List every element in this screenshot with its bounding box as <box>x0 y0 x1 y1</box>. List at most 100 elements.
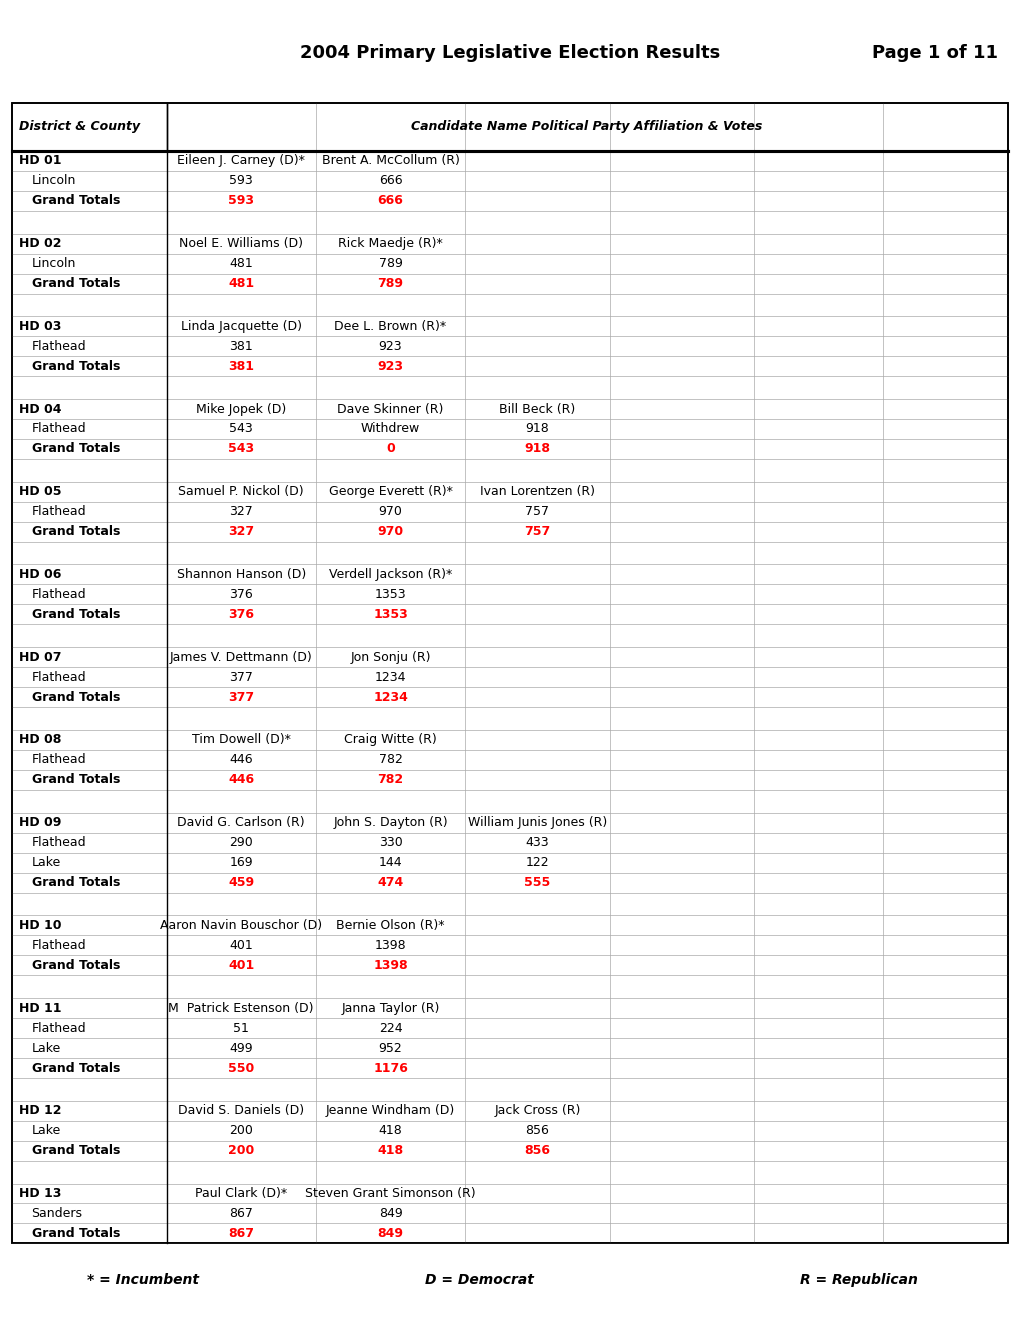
Text: 970: 970 <box>377 525 404 539</box>
Text: 1353: 1353 <box>373 609 408 620</box>
Text: 401: 401 <box>229 939 253 952</box>
Text: Flathead: Flathead <box>32 422 87 436</box>
Text: Paul Clark (D)*: Paul Clark (D)* <box>195 1187 287 1200</box>
Text: David S. Daniels (D): David S. Daniels (D) <box>178 1105 304 1117</box>
Text: D = Democrat: D = Democrat <box>425 1274 533 1287</box>
Text: 1398: 1398 <box>374 939 406 952</box>
Text: M  Patrick Estenson (D): M Patrick Estenson (D) <box>168 1002 314 1015</box>
Text: Brent A. McCollum (R): Brent A. McCollum (R) <box>321 154 459 168</box>
Text: 169: 169 <box>229 857 253 869</box>
Text: 543: 543 <box>228 442 254 455</box>
Text: Rick Maedje (R)*: Rick Maedje (R)* <box>338 238 442 249</box>
Text: 381: 381 <box>228 360 254 372</box>
Text: 789: 789 <box>378 257 403 271</box>
Text: Eileen J. Carney (D)*: Eileen J. Carney (D)* <box>177 154 305 168</box>
Text: 757: 757 <box>524 525 550 539</box>
Text: 1353: 1353 <box>374 587 406 601</box>
Text: 593: 593 <box>229 174 253 187</box>
Text: 418: 418 <box>377 1144 404 1158</box>
Text: 918: 918 <box>524 442 550 455</box>
Text: 789: 789 <box>377 277 404 290</box>
Text: Grand Totals: Grand Totals <box>32 442 120 455</box>
Text: 200: 200 <box>229 1125 253 1138</box>
Text: 666: 666 <box>378 174 401 187</box>
Text: 474: 474 <box>377 876 404 890</box>
Text: 51: 51 <box>233 1022 249 1035</box>
Text: HD 11: HD 11 <box>19 1002 62 1015</box>
Text: 200: 200 <box>228 1144 254 1158</box>
Text: HD 09: HD 09 <box>19 816 62 829</box>
Text: 555: 555 <box>524 876 550 890</box>
Text: 782: 782 <box>378 754 403 767</box>
Text: HD 05: HD 05 <box>19 486 62 498</box>
Text: 377: 377 <box>228 690 254 704</box>
Text: 0: 0 <box>386 442 394 455</box>
Text: Ivan Lorentzen (R): Ivan Lorentzen (R) <box>479 486 594 498</box>
Text: 1176: 1176 <box>373 1061 408 1074</box>
Text: 327: 327 <box>229 506 253 519</box>
Text: Grand Totals: Grand Totals <box>32 277 120 290</box>
Text: 481: 481 <box>229 257 253 271</box>
Text: 327: 327 <box>228 525 254 539</box>
Text: 290: 290 <box>229 836 253 849</box>
Text: Candidate Name Political Party Affiliation & Votes: Candidate Name Political Party Affiliati… <box>411 120 762 133</box>
Text: Bill Beck (R): Bill Beck (R) <box>498 403 575 416</box>
Text: Grand Totals: Grand Totals <box>32 525 120 539</box>
Text: Lincoln: Lincoln <box>32 174 76 187</box>
Text: 446: 446 <box>229 754 253 767</box>
Text: Flathead: Flathead <box>32 671 87 684</box>
Text: Craig Witte (R): Craig Witte (R) <box>343 734 436 746</box>
Text: 849: 849 <box>378 1206 403 1220</box>
Text: HD 03: HD 03 <box>19 319 62 333</box>
Text: 867: 867 <box>229 1206 253 1220</box>
Text: David G. Carlson (R): David G. Carlson (R) <box>177 816 305 829</box>
Text: 550: 550 <box>228 1061 254 1074</box>
Text: Lake: Lake <box>32 857 61 869</box>
Text: 376: 376 <box>228 609 254 620</box>
Text: Grand Totals: Grand Totals <box>32 609 120 620</box>
Text: Sanders: Sanders <box>32 1206 83 1220</box>
Text: 782: 782 <box>377 774 404 787</box>
Text: HD 13: HD 13 <box>19 1187 62 1200</box>
Text: Withdrew: Withdrew <box>361 422 420 436</box>
Text: 856: 856 <box>525 1125 549 1138</box>
Text: Flathead: Flathead <box>32 1022 87 1035</box>
Text: 757: 757 <box>525 506 549 519</box>
Text: George Everett (R)*: George Everett (R)* <box>328 486 452 498</box>
Text: 666: 666 <box>377 194 404 207</box>
Text: Bernie Olson (R)*: Bernie Olson (R)* <box>336 919 444 932</box>
Text: 499: 499 <box>229 1041 253 1055</box>
Text: William Junis Jones (R): William Junis Jones (R) <box>468 816 606 829</box>
Text: Shannon Hanson (D): Shannon Hanson (D) <box>176 568 306 581</box>
Text: Janna Taylor (R): Janna Taylor (R) <box>341 1002 439 1015</box>
Text: 433: 433 <box>525 836 548 849</box>
Text: 224: 224 <box>378 1022 401 1035</box>
Text: 377: 377 <box>229 671 253 684</box>
Text: 1234: 1234 <box>374 671 406 684</box>
Text: Noel E. Williams (D): Noel E. Williams (D) <box>179 238 303 249</box>
Text: John S. Dayton (R): John S. Dayton (R) <box>333 816 447 829</box>
Text: 401: 401 <box>228 958 254 972</box>
Text: Grand Totals: Grand Totals <box>32 958 120 972</box>
Text: Verdell Jackson (R)*: Verdell Jackson (R)* <box>328 568 451 581</box>
Text: Samuel P. Nickol (D): Samuel P. Nickol (D) <box>178 486 304 498</box>
Text: HD 07: HD 07 <box>19 651 62 664</box>
Bar <box>12 103 1007 1243</box>
Text: 856: 856 <box>524 1144 550 1158</box>
Text: 418: 418 <box>378 1125 403 1138</box>
Text: HD 01: HD 01 <box>19 154 62 168</box>
Text: Flathead: Flathead <box>32 939 87 952</box>
Text: 481: 481 <box>228 277 254 290</box>
Text: 1234: 1234 <box>373 690 408 704</box>
Text: 330: 330 <box>378 836 403 849</box>
Text: Grand Totals: Grand Totals <box>32 1228 120 1239</box>
Text: * = Incumbent: * = Incumbent <box>87 1274 199 1287</box>
Text: Lincoln: Lincoln <box>32 257 76 271</box>
Text: Lake: Lake <box>32 1041 61 1055</box>
Text: Page 1 of 11: Page 1 of 11 <box>870 44 997 62</box>
Text: 1398: 1398 <box>373 958 408 972</box>
Text: 446: 446 <box>228 774 254 787</box>
Text: 918: 918 <box>525 422 548 436</box>
Text: Tim Dowell (D)*: Tim Dowell (D)* <box>192 734 290 746</box>
Text: Grand Totals: Grand Totals <box>32 876 120 890</box>
